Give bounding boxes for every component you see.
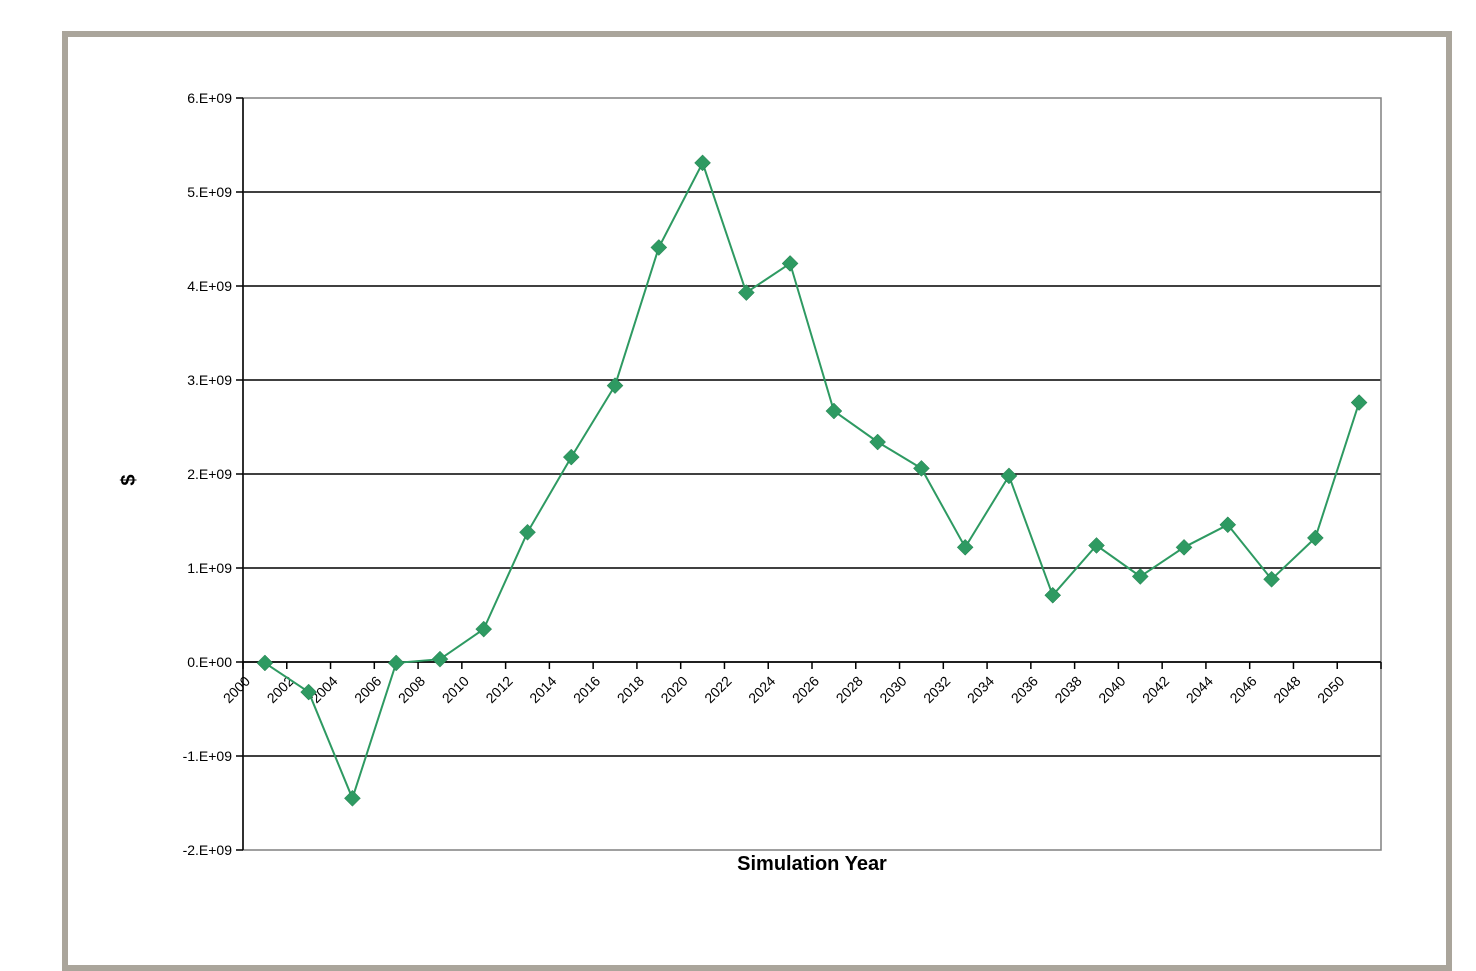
y-tick-label: 1.E+09 — [187, 560, 232, 576]
data-point — [519, 523, 536, 541]
chart-frame — [62, 31, 1452, 971]
data-point — [475, 620, 493, 638]
data-point — [694, 154, 711, 172]
data-point — [1175, 538, 1193, 556]
x-tick-label: 2026 — [789, 673, 822, 706]
data-point — [650, 239, 668, 256]
data-point — [256, 654, 274, 672]
data-point — [387, 654, 405, 672]
data-point — [825, 402, 843, 420]
data-point — [1263, 570, 1280, 588]
series-line — [264, 160, 1361, 802]
data-point — [781, 255, 799, 272]
x-tick-label: 2010 — [439, 673, 472, 706]
x-tick-label: 2022 — [701, 673, 734, 706]
x-tick-label: 2016 — [570, 673, 603, 706]
data-point — [1350, 394, 1368, 411]
x-tick-label: 2048 — [1270, 673, 1303, 706]
x-tick-label: 2038 — [1051, 673, 1084, 706]
x-axis-title: Simulation Year — [737, 853, 887, 875]
data-point — [869, 433, 887, 451]
x-tick-label: 2002 — [264, 673, 297, 706]
y-tick-label: 0.E+00 — [187, 654, 232, 670]
x-tick-label: 2012 — [482, 673, 515, 706]
series-layer — [256, 154, 1368, 807]
y-tick-label: 4.E+09 — [187, 278, 232, 294]
y-tick-label: 2.E+09 — [187, 466, 232, 482]
data-point — [431, 650, 449, 668]
x-tick-label: 2014 — [526, 673, 559, 706]
x-tick-label: 2034 — [964, 673, 997, 706]
x-tick-label: 2040 — [1095, 673, 1128, 706]
x-tick-label: 2036 — [1008, 673, 1041, 706]
x-tick-label: 2024 — [745, 673, 778, 706]
x-tick-label: 2018 — [614, 673, 647, 706]
data-point — [913, 460, 930, 477]
y-tick-label: -1.E+09 — [183, 748, 233, 764]
x-tick-label: 2042 — [1139, 673, 1172, 706]
x-tick-label: 2030 — [876, 673, 909, 706]
data-point — [1219, 516, 1237, 534]
data-point — [1088, 537, 1105, 554]
gridlines — [243, 191, 1381, 757]
x-tick-label: 2000 — [220, 673, 253, 706]
y-tick-label: -2.E+09 — [183, 842, 233, 858]
data-point — [300, 683, 318, 701]
x-tick-label: 2008 — [395, 673, 428, 706]
x-tick-label: 2050 — [1314, 673, 1347, 706]
data-point — [1131, 568, 1149, 585]
x-tick-label: 2006 — [351, 673, 384, 706]
data-point — [737, 284, 755, 301]
data-point — [1306, 529, 1324, 547]
data-point — [344, 789, 361, 807]
x-tick-label: 2028 — [833, 673, 866, 706]
x-tick-label: 2032 — [920, 673, 953, 706]
y-axis-title: $ — [118, 474, 140, 485]
x-tick-label: 2046 — [1226, 673, 1259, 706]
x-tick-label: 2044 — [1183, 673, 1216, 706]
data-point — [956, 538, 974, 556]
y-tick-label: 5.E+09 — [187, 184, 232, 200]
y-axis-ticks: 6.E+09 5.E+09 4.E+09 3.E+09 2.E+09 1.E+09 0.E+… — [183, 90, 243, 858]
data-point — [1044, 586, 1062, 604]
y-tick-label: 3.E+09 — [187, 372, 232, 388]
data-point — [1000, 467, 1018, 485]
data-point — [562, 448, 580, 466]
y-tick-label: 6.E+09 — [187, 90, 232, 106]
data-point — [606, 377, 624, 394]
x-tick-label: 2020 — [657, 673, 690, 706]
